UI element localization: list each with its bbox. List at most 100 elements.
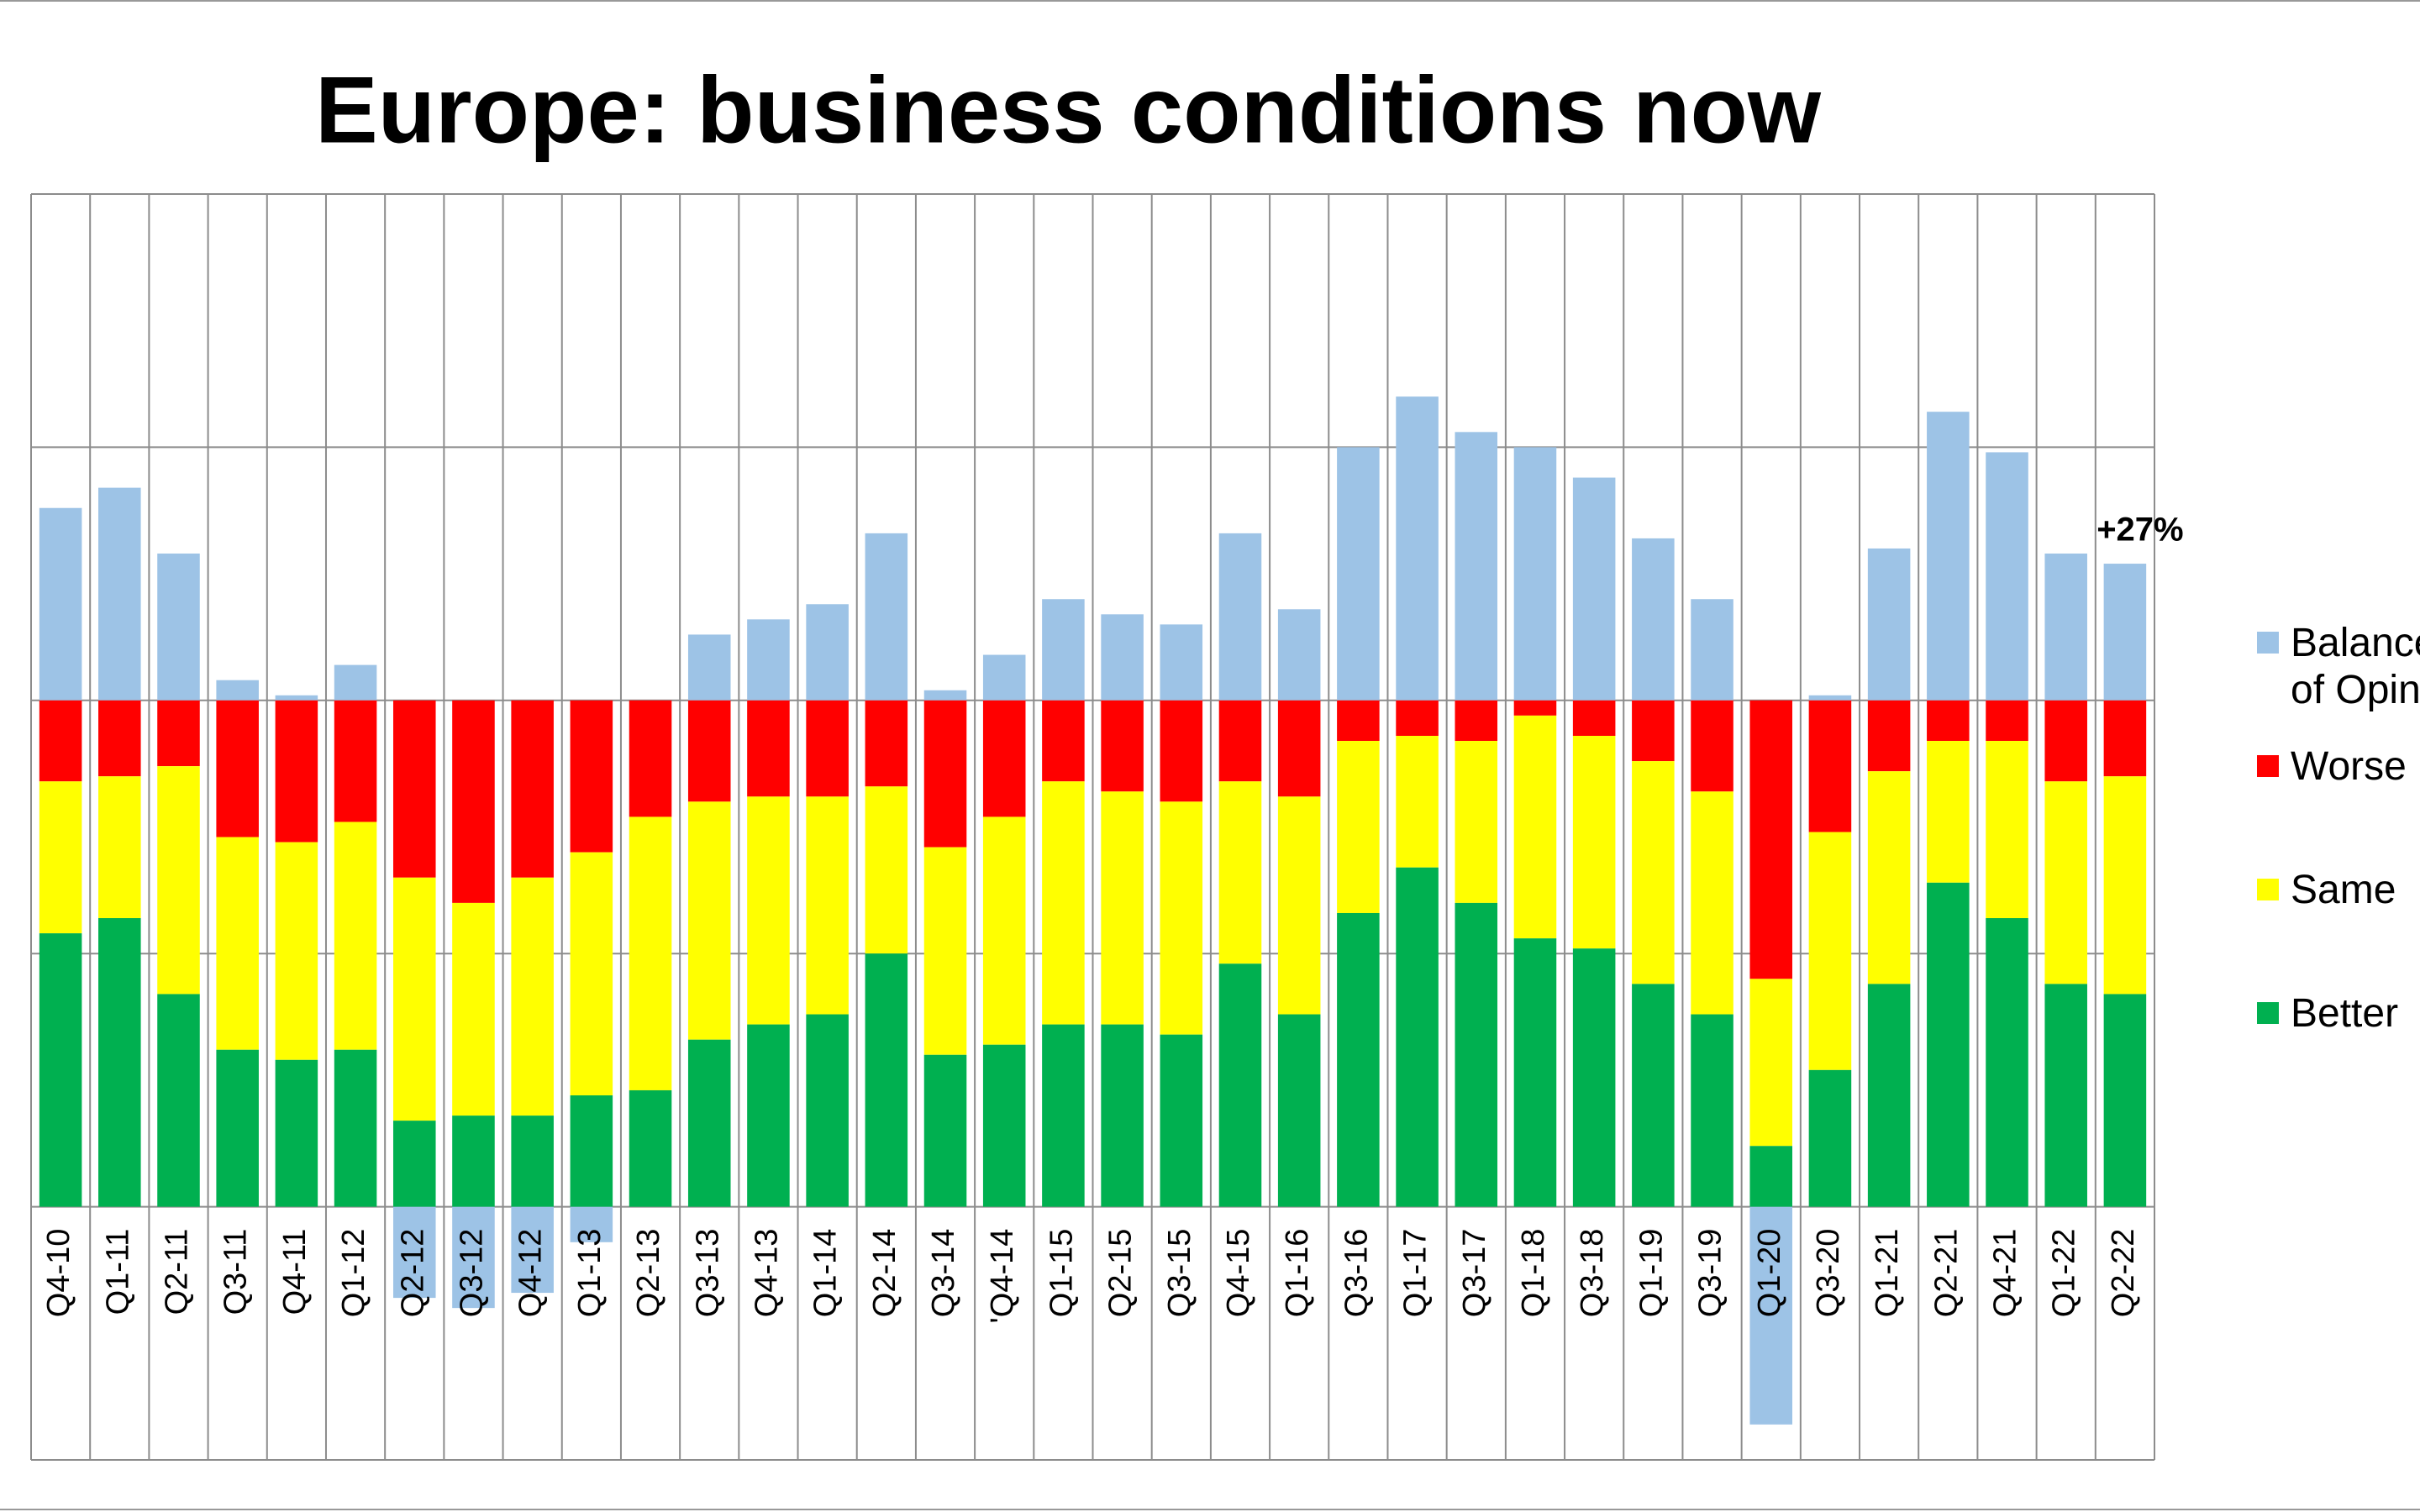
bar	[1160, 624, 1203, 701]
bar	[511, 877, 554, 1116]
bar	[1749, 1146, 1793, 1207]
bar	[1042, 781, 1085, 1025]
bar	[1632, 700, 1675, 762]
bar	[1218, 963, 1262, 1207]
bar	[1749, 979, 1793, 1147]
bar	[216, 700, 259, 837]
bar	[1101, 700, 1144, 792]
bar	[1749, 1206, 1793, 1425]
bar	[511, 700, 554, 878]
bar	[687, 1039, 731, 1207]
bar	[452, 1116, 495, 1207]
bar	[1572, 700, 1616, 736]
bar	[1396, 867, 1439, 1207]
bar	[1101, 614, 1144, 701]
x-tick-label: Q1-19	[1634, 1229, 1669, 1318]
bar	[865, 700, 908, 787]
bar	[629, 1089, 672, 1207]
bar	[511, 1206, 554, 1294]
bar	[747, 1024, 790, 1207]
bar	[98, 918, 141, 1207]
bar	[982, 1044, 1026, 1207]
x-tick-label: Q4-15	[1221, 1229, 1256, 1318]
bar	[2044, 781, 2087, 984]
bar	[1986, 741, 2028, 919]
x-tick-label: Q3-20	[1811, 1229, 1846, 1318]
bar	[1277, 1014, 1321, 1207]
legend-swatch	[2257, 879, 2279, 900]
bar	[334, 700, 377, 822]
bar	[1337, 912, 1380, 1207]
bar	[392, 700, 436, 878]
bar	[1986, 918, 2028, 1207]
x-tick-label: Q3-17	[1457, 1229, 1492, 1318]
x-tick-label: Q4-11	[277, 1229, 313, 1315]
x-tick-label: Q1-13	[572, 1229, 608, 1318]
bar	[982, 700, 1026, 817]
x-tick-label: Q3-12	[454, 1229, 489, 1318]
bar	[1513, 700, 1557, 716]
x-tick-label: Q3-11	[218, 1229, 254, 1315]
bar	[865, 533, 908, 701]
legend-label: Balance of Opinion	[2291, 621, 2420, 712]
bar	[1867, 771, 1911, 984]
bar	[1513, 715, 1557, 939]
bar	[1867, 700, 1911, 772]
bar	[1042, 599, 1085, 701]
bar	[1632, 984, 1675, 1207]
x-tick-label: Q2-14	[867, 1229, 902, 1318]
bar	[157, 553, 200, 701]
bar	[570, 1095, 613, 1207]
x-tick-label: Q3-13	[690, 1229, 725, 1318]
bar	[570, 1206, 613, 1242]
x-tick-label: Q4-10	[41, 1229, 76, 1318]
x-tick-label: Q1-12	[336, 1229, 371, 1318]
bar	[1691, 791, 1733, 1015]
legend-label: Worse	[2291, 744, 2407, 789]
bar	[747, 796, 790, 1025]
bar	[1632, 538, 1675, 701]
bar	[452, 902, 495, 1116]
bar	[1455, 902, 1498, 1207]
bar	[806, 1014, 849, 1207]
x-tick-label: Q1-11	[100, 1229, 135, 1315]
bar	[687, 801, 731, 1040]
bar	[1927, 412, 1970, 701]
bar	[1101, 1024, 1144, 1207]
x-tick-label: Q1-16	[1280, 1229, 1315, 1318]
x-tick-label: Q1-17	[1398, 1229, 1434, 1318]
bar	[1218, 781, 1262, 964]
x-tick-label: Q3-18	[1575, 1229, 1610, 1318]
bar	[39, 933, 82, 1207]
bar	[392, 1121, 436, 1207]
bar	[157, 994, 200, 1207]
bar	[98, 700, 141, 777]
bar	[39, 700, 82, 782]
bar	[1808, 1069, 1852, 1207]
x-tick-label: Q2-15	[1103, 1229, 1139, 1318]
bar	[1513, 938, 1557, 1207]
bar	[2103, 994, 2147, 1207]
x-tick-label: Q2-11	[160, 1229, 195, 1315]
x-tick-label: Q4-13	[749, 1229, 784, 1318]
bar	[1160, 801, 1203, 1035]
bar	[1277, 700, 1321, 797]
bar	[865, 953, 908, 1207]
bar	[1632, 761, 1675, 984]
bar	[452, 1206, 495, 1309]
bar	[982, 654, 1026, 701]
bar	[865, 786, 908, 954]
bar	[2044, 700, 2087, 782]
bar	[275, 842, 318, 1060]
x-tick-label: Q1-21	[1870, 1229, 1905, 1318]
bar	[1808, 700, 1852, 832]
bar	[1277, 609, 1321, 701]
bar	[1867, 548, 1911, 701]
bar	[216, 837, 259, 1050]
bar	[1513, 447, 1557, 701]
legend-swatch	[2257, 1002, 2279, 1024]
bar	[2103, 700, 2147, 777]
legend-label: Better	[2291, 991, 2399, 1036]
bar	[1042, 700, 1085, 782]
